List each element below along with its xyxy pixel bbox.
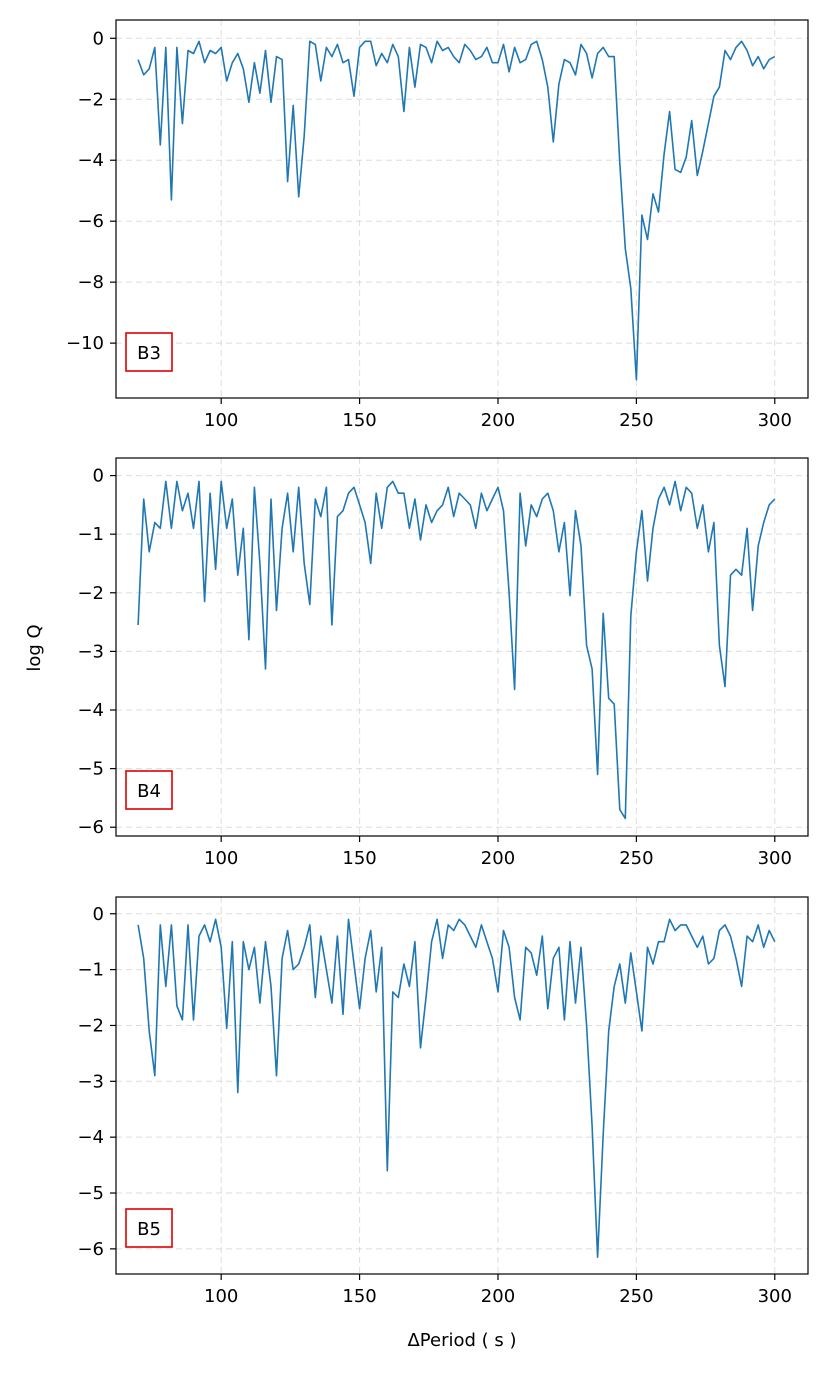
y-tick-label: −3 <box>77 1071 104 1092</box>
panel-label-box <box>125 1208 173 1248</box>
y-tick-label: −5 <box>77 759 104 780</box>
x-tick-label: 150 <box>342 410 376 431</box>
y-tick-label: 0 <box>93 28 104 49</box>
plot-frame <box>115 896 809 1275</box>
y-tick-label: −10 <box>66 333 104 354</box>
plot-frame <box>115 19 809 399</box>
y-tick-label: −4 <box>77 150 104 171</box>
y-tick-label: −4 <box>77 700 104 721</box>
x-tick-label: 100 <box>204 1286 238 1307</box>
y-tick-label: −4 <box>77 1127 104 1148</box>
x-tick-label: 300 <box>758 1286 792 1307</box>
panel-label-box <box>125 332 173 372</box>
y-tick-label: −6 <box>77 211 104 232</box>
y-tick-label: −8 <box>77 272 104 293</box>
y-tick-label: −2 <box>77 583 104 604</box>
x-tick-label: 300 <box>758 410 792 431</box>
panel-label: B4 <box>137 781 161 802</box>
series-line <box>137 40 776 381</box>
x-tick-label: 250 <box>619 410 653 431</box>
x-tick-label: 150 <box>342 848 376 869</box>
x-tick-label: 250 <box>619 848 653 869</box>
y-tick-label: −2 <box>77 89 104 110</box>
y-tick-label: −6 <box>77 1239 104 1260</box>
x-tick-label: 100 <box>204 848 238 869</box>
x-tick-label: 200 <box>481 410 515 431</box>
x-tick-label: 150 <box>342 1286 376 1307</box>
plot-frame <box>115 457 809 837</box>
x-tick-label: 200 <box>481 1286 515 1307</box>
panel-b4: 100 150 200 250 300 0 −1 −2 −3 −4 −5 −6 B4 <box>77 457 809 869</box>
y-tick-label: −2 <box>77 1015 104 1036</box>
panel-label-box <box>125 770 173 810</box>
y-tick-label: 0 <box>93 466 104 487</box>
panel-label: B3 <box>137 343 161 364</box>
panel-label: B5 <box>137 1219 161 1240</box>
panel-b5: 100 150 200 250 300 0 −1 −2 −3 −4 −5 −6 B5 <box>77 896 809 1307</box>
x-axis-label: ΔPeriod ( s ) <box>407 1330 516 1351</box>
y-tick-label: −1 <box>77 960 104 981</box>
y-tick-label: 0 <box>93 904 104 925</box>
panel-b3: 100 150 200 250 300 0 −2 −4 −6 −8 −10 B3 <box>66 19 809 431</box>
x-tick-label: 100 <box>204 410 238 431</box>
y-axis-label: log Q <box>24 624 45 671</box>
x-tick-label: 250 <box>619 1286 653 1307</box>
y-tick-label: −1 <box>77 524 104 545</box>
y-tick-label: −6 <box>77 817 104 838</box>
series-line <box>137 918 776 1258</box>
y-tick-label: −5 <box>77 1183 104 1204</box>
series-line <box>137 480 776 820</box>
y-tick-label: −3 <box>77 641 104 662</box>
x-tick-label: 200 <box>481 848 515 869</box>
x-tick-label: 300 <box>758 848 792 869</box>
